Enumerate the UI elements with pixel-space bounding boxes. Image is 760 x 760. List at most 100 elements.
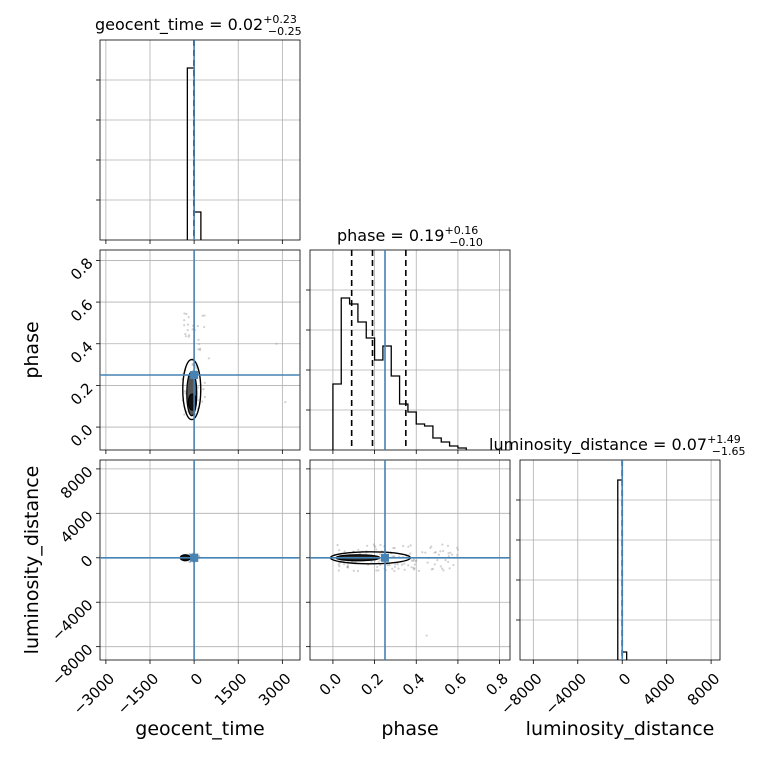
sample-point — [203, 325, 206, 329]
sample-point — [393, 569, 396, 573]
sample-point — [201, 314, 204, 317]
title-phase-plus: +0.16 — [444, 224, 478, 237]
sample-point — [456, 553, 459, 556]
y-tick-label: −4000 — [48, 596, 97, 645]
sample-point — [393, 555, 396, 558]
sample-point — [201, 400, 204, 403]
sample-point — [275, 342, 278, 345]
axes-frame — [519, 459, 721, 661]
sample-point — [197, 386, 200, 389]
sample-point — [403, 568, 406, 571]
sample-point — [379, 558, 382, 562]
xlabel-geocent-time: geocent_time — [135, 718, 264, 740]
sample-point — [186, 329, 189, 332]
sample-point — [430, 568, 433, 571]
sample-point — [412, 558, 416, 561]
sample-point — [197, 342, 201, 346]
x-tick-label: 3000 — [255, 670, 295, 710]
sample-point — [434, 551, 437, 554]
sample-point — [456, 546, 459, 549]
sample-point — [346, 564, 349, 567]
sample-point — [336, 543, 339, 547]
title-lumdist-plus: +1.49 — [707, 433, 741, 446]
sample-point — [191, 328, 194, 331]
sample-point — [370, 560, 373, 563]
x-tick-label: −3000 — [70, 670, 119, 719]
axes-frame — [99, 39, 301, 241]
sample-point — [338, 565, 341, 568]
sample-point — [447, 554, 450, 558]
sample-point — [357, 548, 360, 551]
xlabel-phase: phase — [381, 718, 438, 740]
axes-frame — [99, 459, 301, 661]
sample-point — [207, 357, 210, 360]
sample-point — [425, 634, 428, 637]
sample-point — [393, 565, 397, 569]
x-tick-label: 1500 — [211, 670, 251, 710]
sample-point — [374, 545, 377, 549]
sample-point — [394, 563, 397, 566]
title-geocent-time-minus: −0.25 — [268, 25, 302, 38]
sample-point — [400, 563, 404, 566]
density-contour — [182, 358, 202, 421]
sample-point — [352, 569, 355, 572]
panel-lumdist-vs-geocent-time — [96, 459, 301, 664]
truth-marker — [190, 371, 199, 379]
title-phase-minus: −0.10 — [449, 236, 483, 249]
sample-point — [188, 560, 191, 563]
sample-point — [439, 550, 442, 553]
sample-point — [202, 388, 205, 391]
panel-hist-geocent-time — [96, 39, 301, 244]
y-tick-label: 8000 — [57, 463, 97, 503]
sample-point — [356, 569, 360, 573]
sample-point — [346, 566, 349, 569]
sample-point — [284, 400, 287, 404]
density-contour — [187, 393, 197, 411]
sample-point — [372, 543, 375, 546]
sample-point — [412, 559, 415, 562]
x-tick-label: −1500 — [114, 670, 163, 719]
x-tick-label: 0.2 — [357, 670, 387, 700]
truth-marker — [381, 553, 389, 562]
sample-point — [183, 390, 187, 393]
sample-point — [401, 544, 405, 548]
sample-point — [184, 392, 187, 395]
x-tick-label: 0.0 — [316, 670, 346, 700]
sample-point — [377, 561, 380, 564]
sample-point — [186, 323, 190, 326]
title-geocent-time-plus: +0.23 — [263, 13, 297, 26]
x-tick-label: −4000 — [542, 670, 591, 719]
sample-point — [409, 544, 412, 547]
sample-point — [424, 551, 427, 554]
sample-point — [386, 564, 389, 567]
sample-point — [197, 555, 200, 558]
sample-point — [391, 567, 394, 570]
title-lumdist: luminosity_distance = 0.07+1.49 −1.65 — [489, 433, 746, 458]
panel-phase-vs-geocent-time — [96, 249, 301, 454]
sample-point — [187, 334, 191, 337]
sample-point — [433, 551, 436, 554]
sample-point — [439, 565, 442, 568]
panel-hist-lumdist — [516, 459, 721, 664]
sample-point — [343, 563, 346, 566]
sample-point — [198, 348, 202, 352]
sample-point — [393, 546, 396, 550]
sample-point — [456, 548, 459, 551]
sample-point — [187, 335, 190, 338]
x-tick-label: 8000 — [684, 670, 724, 710]
sample-point — [346, 565, 349, 568]
x-tick-label: 0 — [615, 670, 634, 689]
sample-point — [203, 381, 206, 384]
sample-point — [199, 347, 202, 350]
sample-point — [337, 569, 340, 572]
sample-point — [337, 563, 340, 566]
sample-point — [184, 335, 188, 338]
sample-point — [379, 553, 382, 556]
sample-point — [185, 312, 188, 316]
sample-point — [446, 544, 450, 547]
sample-point — [197, 338, 200, 341]
sample-point — [375, 548, 378, 551]
sample-point — [430, 545, 433, 548]
sample-point — [431, 567, 434, 570]
